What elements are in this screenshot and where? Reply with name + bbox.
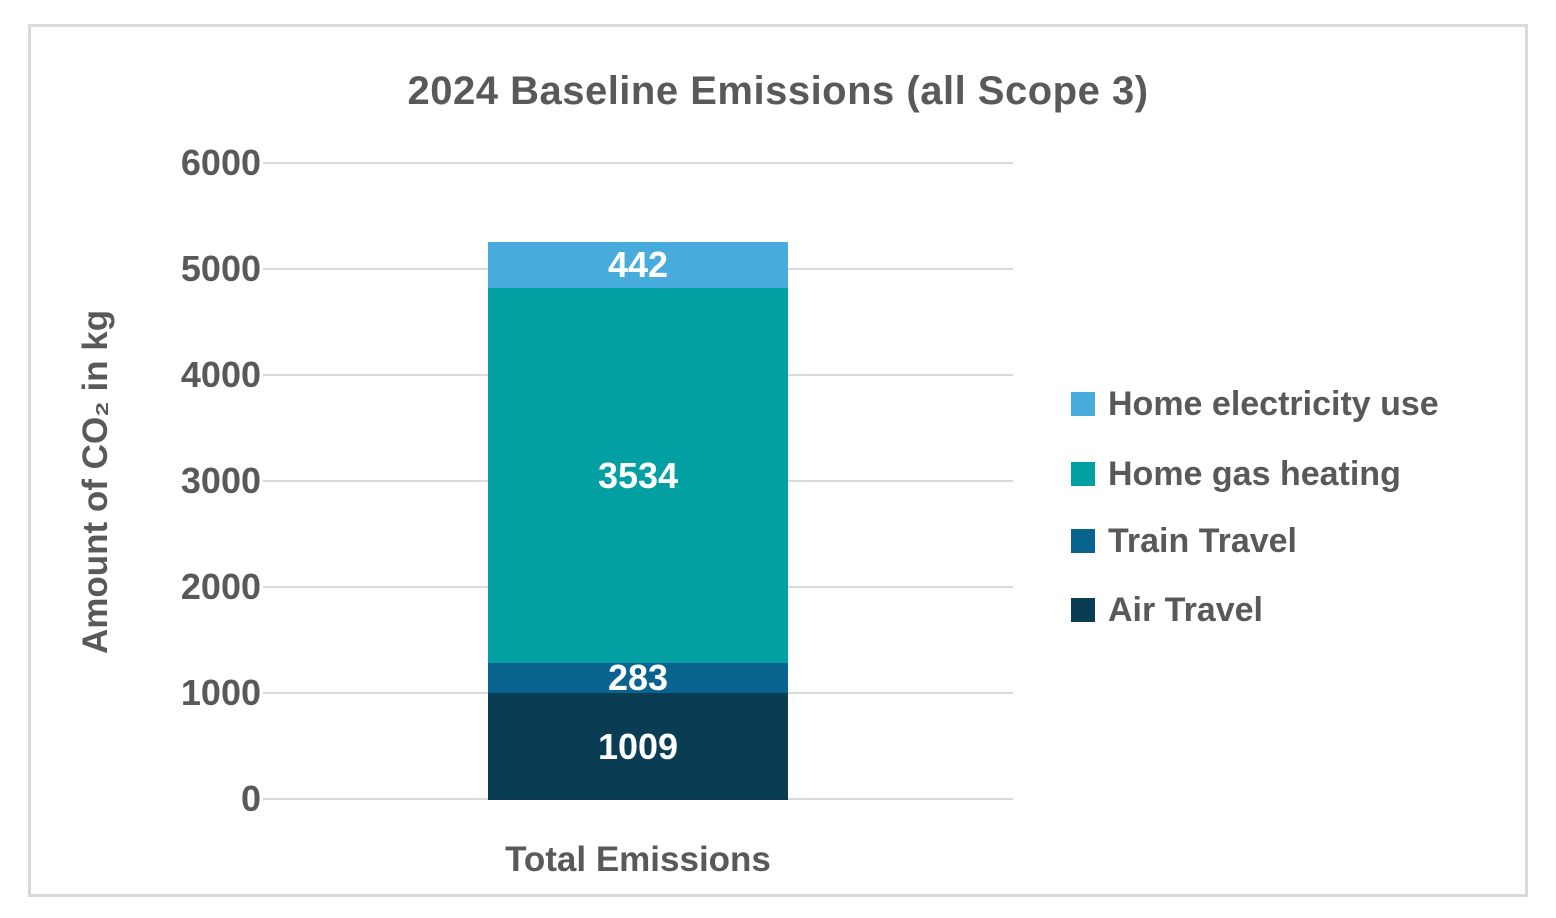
legend-label-home-gas-heating: Home gas heating	[1108, 455, 1401, 493]
legend-item-home-electricity-use: Home electricity use	[1071, 385, 1439, 423]
bar-segment-home-electricity-use: 442	[488, 241, 788, 289]
bar-segment-home-gas-heating: 3534	[488, 288, 788, 663]
chart-title: 2024 Baseline Emissions (all Scope 3)	[407, 69, 1149, 113]
bar-segment-train-travel: 283	[488, 657, 788, 698]
y-tick-3000: 3000	[180, 460, 261, 501]
legend-swatch-train-travel	[1071, 529, 1095, 553]
legend-label-home-electricity-use: Home electricity use	[1108, 385, 1439, 423]
legend-item-train-travel: Train Travel	[1071, 522, 1297, 560]
data-label-home-electricity-use: 442	[607, 243, 669, 285]
y-tick-6000: 6000	[180, 142, 261, 183]
bar-segment-air-travel: 1009	[488, 693, 788, 800]
chart-border-box: 2024 Baseline Emissions (all Scope 3) Am…	[28, 24, 1528, 897]
gridline-6000	[263, 162, 1013, 164]
stacked-bar-total-emissions: 442 3534 283 1009	[488, 163, 788, 800]
y-tick-2000: 2000	[180, 566, 261, 607]
x-category-label: Total Emissions	[505, 840, 771, 879]
data-label-home-gas-heating: 3534	[597, 454, 679, 496]
legend-label-train-travel: Train Travel	[1108, 522, 1297, 560]
y-axis-title: Amount of CO₂ in kg	[76, 309, 115, 654]
legend-item-air-travel: Air Travel	[1071, 591, 1263, 629]
data-label-train-travel: 283	[607, 657, 669, 698]
legend-label-air-travel: Air Travel	[1108, 591, 1263, 629]
legend-item-home-gas-heating: Home gas heating	[1071, 455, 1401, 493]
legend-swatch-home-electricity-use	[1071, 392, 1095, 416]
legend-swatch-air-travel	[1071, 598, 1095, 622]
y-tick-0: 0	[240, 778, 261, 819]
y-tick-5000: 5000	[180, 248, 261, 289]
legend-swatch-home-gas-heating	[1071, 462, 1095, 486]
y-tick-4000: 4000	[180, 354, 261, 395]
data-label-air-travel: 1009	[597, 725, 679, 767]
y-tick-1000: 1000	[180, 672, 261, 713]
